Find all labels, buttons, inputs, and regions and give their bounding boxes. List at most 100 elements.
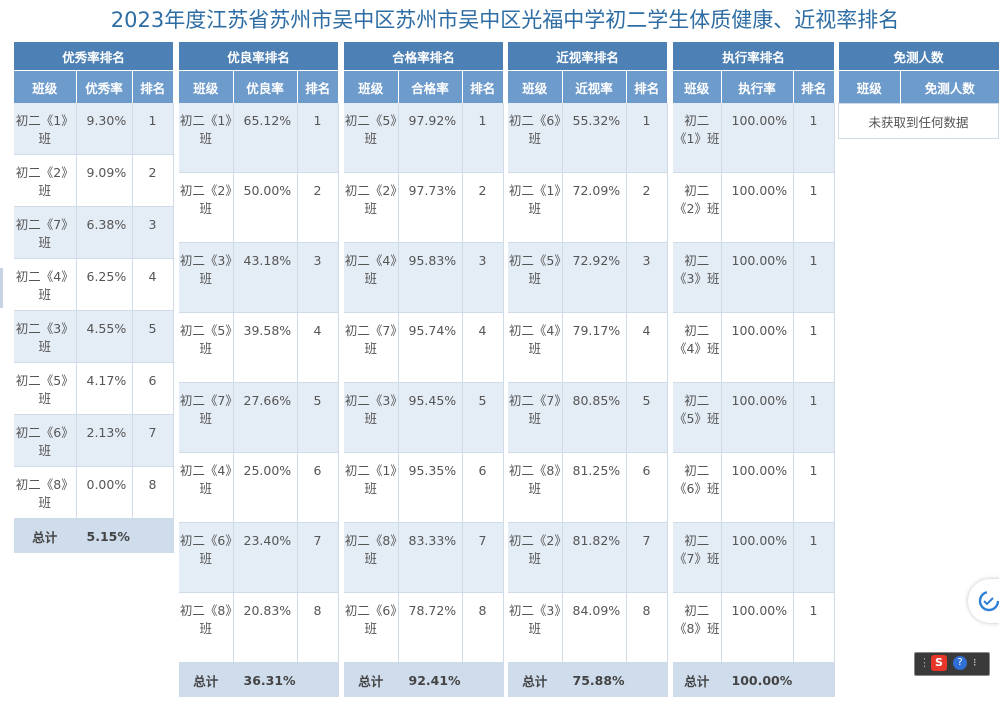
total-rank-empty (297, 662, 339, 697)
menu-icon[interactable]: ⁝ (973, 656, 977, 669)
myopia-group-header: 近视率排名 (508, 42, 668, 71)
rate-value-cell: 83.33% (398, 522, 463, 593)
panel-good-ranking: 优良率排名 班级 优良率 排名 初二《1》班 65.12% 1 初二《2》班 50.00… (179, 42, 339, 697)
column-header-exempt: 免测人数 (900, 70, 999, 104)
rank-cell: 2 (132, 154, 174, 207)
rank-cell: 1 (793, 452, 835, 523)
class-name-cell: 初二《7》班 (14, 206, 77, 259)
rank-cell: 4 (297, 312, 339, 383)
table-row: 初二《7》班 6.38% 3 (14, 206, 174, 259)
rate-value-cell: 0.00% (76, 466, 133, 519)
table-row: 初二《3》班 100.00% 1 (673, 242, 835, 313)
class-name-cell: 初二《2》班 (14, 154, 77, 207)
class-name-cell: 初二《4》班 (508, 312, 563, 383)
rate-value-cell: 27.66% (233, 382, 298, 453)
panel-excellent-ranking: 优秀率排名 班级 优秀率 排名 初二《1》班 9.30% 1 初二《2》班 9.09% 2… (14, 42, 174, 553)
rate-value-cell: 55.32% (562, 103, 627, 173)
rank-cell: 5 (297, 382, 339, 453)
panel-execution-ranking: 执行率排名 班级 执行率 排名 初二《1》班 100.00% 1 初二《2》班 100.… (673, 42, 835, 697)
table-row: 初二《2》班 50.00% 2 (179, 172, 339, 243)
column-header-class: 班级 (14, 70, 77, 103)
rate-value-cell: 9.09% (76, 154, 133, 207)
rate-value-cell: 43.18% (233, 242, 298, 313)
rate-value-cell: 72.09% (562, 172, 627, 243)
good-ranking-table: 优良率排名 班级 优良率 排名 初二《1》班 65.12% 1 初二《2》班 50.00… (179, 42, 339, 697)
rank-cell: 8 (297, 592, 339, 663)
empty-data-message: 未获取到任何数据 (837, 103, 999, 139)
class-name-cell: 初二《8》班 (14, 466, 77, 519)
rate-value-cell: 79.17% (562, 312, 627, 383)
panel-myopia-ranking: 近视率排名 班级 近视率 排名 初二《6》班 55.32% 1 初二《1》班 72.09… (508, 42, 668, 697)
table-row: 初二《6》班 78.72% 8 (344, 592, 504, 663)
rate-value-cell: 95.45% (398, 382, 463, 453)
rate-value-cell: 100.00% (721, 172, 794, 243)
refresh-sync-icon (978, 590, 999, 612)
total-value: 100.00% (721, 662, 794, 697)
ime-toolbar[interactable]: ⋮ S ? ⁝ (914, 652, 990, 676)
rank-cell: 7 (132, 414, 174, 467)
rate-value-cell: 81.82% (562, 522, 627, 593)
class-name-cell: 初二《2》班 (508, 522, 563, 593)
ime-s-icon[interactable]: S (931, 655, 947, 671)
class-name-cell: 初二《1》班 (673, 103, 722, 173)
class-name-cell: 初二《7》班 (673, 522, 722, 593)
rate-value-cell: 4.55% (76, 310, 133, 363)
rank-cell: 1 (132, 103, 174, 155)
floating-assistant-button[interactable] (968, 579, 999, 623)
rate-value-cell: 65.12% (233, 103, 298, 173)
table-row: 初二《3》班 84.09% 8 (508, 592, 668, 663)
pass-ranking-table: 合格率排名 班级 合格率 排名 初二《5》班 97.92% 1 初二《2》班 97.73… (344, 42, 504, 697)
rate-value-cell: 78.72% (398, 592, 463, 663)
table-row: 初二《5》班 4.17% 6 (14, 362, 174, 415)
rate-value-cell: 72.92% (562, 242, 627, 313)
pass-group-header: 合格率排名 (344, 42, 504, 71)
rate-value-cell: 95.74% (398, 312, 463, 383)
column-header-rank: 排名 (297, 70, 339, 103)
column-header-rank: 排名 (626, 70, 668, 103)
help-icon[interactable]: ? (953, 656, 967, 670)
rate-value-cell: 4.17% (76, 362, 133, 415)
rate-value-cell: 81.25% (562, 452, 627, 523)
table-row: 初二《7》班 80.85% 5 (508, 382, 668, 453)
rate-value-cell: 95.35% (398, 452, 463, 523)
total-row: 总计 5.15% (14, 518, 174, 553)
rank-cell: 3 (462, 242, 504, 313)
total-label: 总计 (344, 662, 399, 697)
rate-value-cell: 50.00% (233, 172, 298, 243)
table-row: 初二《1》班 95.35% 6 (344, 452, 504, 523)
class-name-cell: 初二《7》班 (179, 382, 234, 453)
rank-cell: 6 (132, 362, 174, 415)
table-row: 初二《8》班 83.33% 7 (344, 522, 504, 593)
total-rank-empty (793, 662, 835, 697)
class-name-cell: 初二《5》班 (14, 362, 77, 415)
total-row: 总计 75.88% (508, 662, 668, 697)
class-name-cell: 初二《4》班 (179, 452, 234, 523)
table-row: 初二《7》班 100.00% 1 (673, 522, 835, 593)
rank-cell: 1 (793, 103, 835, 173)
column-header-class: 班级 (838, 70, 901, 104)
rate-value-cell: 100.00% (721, 242, 794, 313)
table-row: 初二《7》班 95.74% 4 (344, 312, 504, 383)
column-header-class: 班级 (179, 70, 234, 103)
rank-cell: 7 (626, 522, 668, 593)
class-name-cell: 初二《8》班 (179, 592, 234, 663)
good-group-header: 优良率排名 (179, 42, 339, 71)
class-name-cell: 初二《7》班 (344, 312, 399, 383)
total-row: 总计 100.00% (673, 662, 835, 697)
table-row: 初二《7》班 27.66% 5 (179, 382, 339, 453)
total-value: 5.15% (76, 518, 133, 553)
panel-exempt-count: 免测人数 班级 免测人数 未获取到任何数据 (837, 42, 999, 139)
column-header-rank: 排名 (462, 70, 504, 103)
table-row: 初二《6》班 55.32% 1 (508, 103, 668, 173)
rate-value-cell: 39.58% (233, 312, 298, 383)
table-row: 初二《1》班 72.09% 2 (508, 172, 668, 243)
class-name-cell: 初二《3》班 (673, 242, 722, 313)
table-row: 初二《8》班 0.00% 8 (14, 466, 174, 519)
column-header-rate: 执行率 (721, 70, 794, 103)
class-name-cell: 初二《8》班 (344, 522, 399, 593)
class-name-cell: 初二《1》班 (179, 103, 234, 173)
rate-value-cell: 6.38% (76, 206, 133, 259)
class-name-cell: 初二《1》班 (14, 103, 77, 155)
drag-handle-icon[interactable]: ⋮ (919, 656, 930, 669)
class-name-cell: 初二《1》班 (508, 172, 563, 243)
